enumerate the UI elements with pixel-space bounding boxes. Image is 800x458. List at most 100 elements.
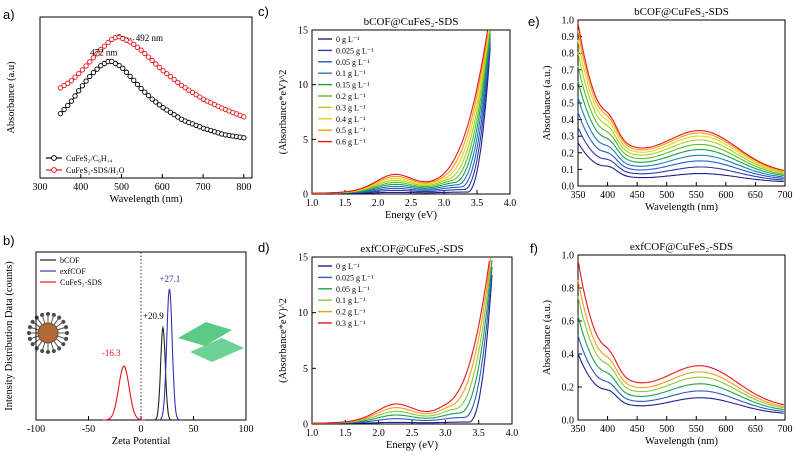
y-tick-label: 0.0 — [562, 182, 575, 193]
panel-label-e: e) — [528, 14, 540, 29]
chart-title: exfCOF@CuFeS₂-SDS — [630, 241, 733, 253]
y-axis-label: (Absorbance*eV)^2 — [278, 298, 289, 383]
data-point — [87, 59, 93, 65]
x-tick-label: 450 — [630, 424, 645, 435]
series-line — [577, 112, 784, 180]
y-tick-label: 5 — [303, 364, 308, 375]
series-line — [577, 142, 784, 183]
data-point — [127, 73, 133, 80]
data-point — [153, 99, 159, 105]
x-tick-label: 800 — [236, 182, 251, 193]
x-tick-label: 4.0 — [506, 428, 519, 439]
x-tick-label: 2.0 — [372, 198, 385, 209]
y-axis-label: (Absorbance*eV)^2 — [278, 70, 289, 155]
series-line — [577, 315, 784, 411]
value-annotation: +27.1 — [159, 274, 180, 284]
peak-annotation: 472 nm — [90, 48, 117, 58]
y-tick-label: 10 — [298, 308, 308, 319]
x-tick-label: 500 — [114, 182, 129, 193]
data-point — [90, 69, 97, 76]
data-point — [138, 47, 144, 53]
x-tick-label: 4.0 — [504, 198, 517, 209]
surfactant-head — [30, 342, 35, 347]
data-point — [76, 71, 82, 77]
legend-marker — [51, 167, 57, 173]
y-tick-label: 0.2 — [562, 148, 575, 159]
x-tick-label: 100 — [239, 424, 254, 435]
x-tick-label: 550 — [689, 190, 704, 201]
data-point — [57, 110, 64, 117]
series-line — [577, 97, 784, 178]
value-annotation: +20.9 — [143, 311, 164, 321]
legend-entry: 0.5 g L⁻¹ — [336, 126, 366, 135]
x-tick-label: 3.5 — [471, 198, 484, 209]
series-line — [158, 288, 181, 421]
x-tick-label: 450 — [630, 190, 645, 201]
series-line — [312, 258, 492, 424]
x-axis-label: Wavelength (nm) — [645, 202, 718, 213]
data-point — [87, 73, 93, 80]
data-point — [105, 39, 111, 46]
x-tick-label: 500 — [659, 190, 674, 201]
data-point — [65, 80, 71, 86]
legend-entry: 0 g L⁻¹ — [336, 35, 360, 44]
surfactant-head — [45, 349, 51, 355]
data-point — [79, 67, 86, 73]
y-tick-label: 0.2 — [562, 383, 575, 394]
data-point — [175, 79, 181, 86]
y-tick-label: 15 — [298, 253, 308, 264]
data-point — [167, 109, 174, 115]
legend-entry: 0.6 g L⁻¹ — [336, 138, 366, 147]
data-point — [145, 92, 152, 99]
x-axis-label: Energy (eV) — [386, 440, 438, 451]
x-tick-label: 650 — [748, 190, 763, 201]
series-line — [577, 279, 784, 407]
legend-entry: 0.3 g L⁻¹ — [336, 319, 366, 328]
panel-label-a: a) — [3, 7, 15, 22]
data-point — [160, 68, 166, 74]
x-tick-label: 1.5 — [339, 428, 352, 439]
data-point — [68, 77, 75, 84]
legend-entry: 0.1 g L⁻¹ — [336, 296, 366, 305]
data-point — [241, 114, 247, 120]
x-tick-label: 400 — [600, 424, 615, 435]
x-axis-label: Zeta Potential — [112, 436, 171, 447]
data-point — [167, 73, 174, 80]
legend-entry: 0.1 g L⁻¹ — [336, 69, 366, 78]
surfactant-head — [26, 330, 32, 336]
x-tick-label: -50 — [82, 424, 95, 435]
surfactant-head — [27, 336, 33, 341]
data-point — [90, 55, 97, 61]
x-tick-label: 700 — [196, 182, 211, 193]
legend-entry: exfCOF — [60, 267, 86, 276]
y-tick-label: 0.6 — [562, 82, 575, 93]
y-tick-label: 15 — [298, 26, 308, 37]
data-point — [57, 85, 64, 91]
series-line — [577, 335, 784, 413]
peak-annotation: 492 nm — [136, 33, 163, 43]
x-tick-label: 700 — [778, 424, 793, 435]
y-tick-label: 0.5 — [562, 99, 575, 110]
data-point — [156, 102, 163, 108]
surfactant-head — [57, 346, 62, 351]
series-line — [312, 30, 489, 194]
annotation-leader — [118, 35, 134, 40]
surfactant-head — [64, 330, 70, 336]
x-tick-label: 500 — [659, 424, 674, 435]
series-line — [577, 127, 784, 181]
series-line — [153, 325, 172, 421]
panel-label-f: f) — [530, 241, 538, 256]
data-point — [142, 89, 148, 95]
x-tick-label: 3.0 — [438, 198, 451, 209]
x-tick-label: 1.0 — [306, 428, 319, 439]
data-point — [193, 92, 199, 98]
chart-title: exfCOF@CuFeS₂-SDS — [360, 243, 463, 255]
data-point — [241, 135, 247, 141]
chart-b: -100 -50 0 50 100 Zeta Potential Intensity Dis… — [4, 251, 254, 447]
surfactant-head — [51, 312, 56, 318]
y-tick-label: 0.3 — [562, 132, 575, 143]
data-point — [164, 107, 170, 113]
legend-entry: 0.3 g L⁻¹ — [336, 103, 366, 112]
data-point — [197, 94, 203, 100]
data-point — [94, 66, 100, 72]
